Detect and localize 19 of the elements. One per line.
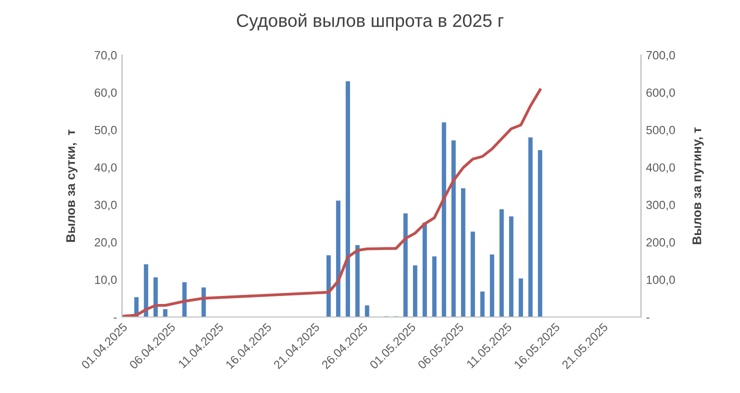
y2-tick-label: - xyxy=(646,318,650,319)
y-tick-label: 40,0 xyxy=(94,163,117,174)
y-tick-label: 60,0 xyxy=(94,88,117,98)
y2-tick-label: 100,0 xyxy=(646,276,675,286)
y2-tick-label: 200,0 xyxy=(646,238,675,248)
y-tick-label: 20,0 xyxy=(94,238,117,248)
y2-tick-label: 500,0 xyxy=(646,126,675,136)
y2-tick-label: 700,0 xyxy=(646,51,675,61)
chart-title: Судовой вылов шпрота в 2025 г xyxy=(236,13,504,31)
y-tick-label: 50,0 xyxy=(94,126,117,136)
y-tick-label: - xyxy=(114,318,117,319)
y-tick-label: 30,0 xyxy=(94,200,117,211)
y-tick-label: 70,0 xyxy=(94,51,117,61)
y2-tick-label: 400,0 xyxy=(646,163,675,174)
y2-tick-label: 300,0 xyxy=(646,200,675,211)
y2-tick-label: 600,0 xyxy=(646,88,675,98)
y2-axis-title: Вылов за путину, т xyxy=(692,127,704,244)
y-axis-title: Вылов за сутки, т xyxy=(66,130,78,242)
y-tick-label: 10,0 xyxy=(95,276,117,286)
